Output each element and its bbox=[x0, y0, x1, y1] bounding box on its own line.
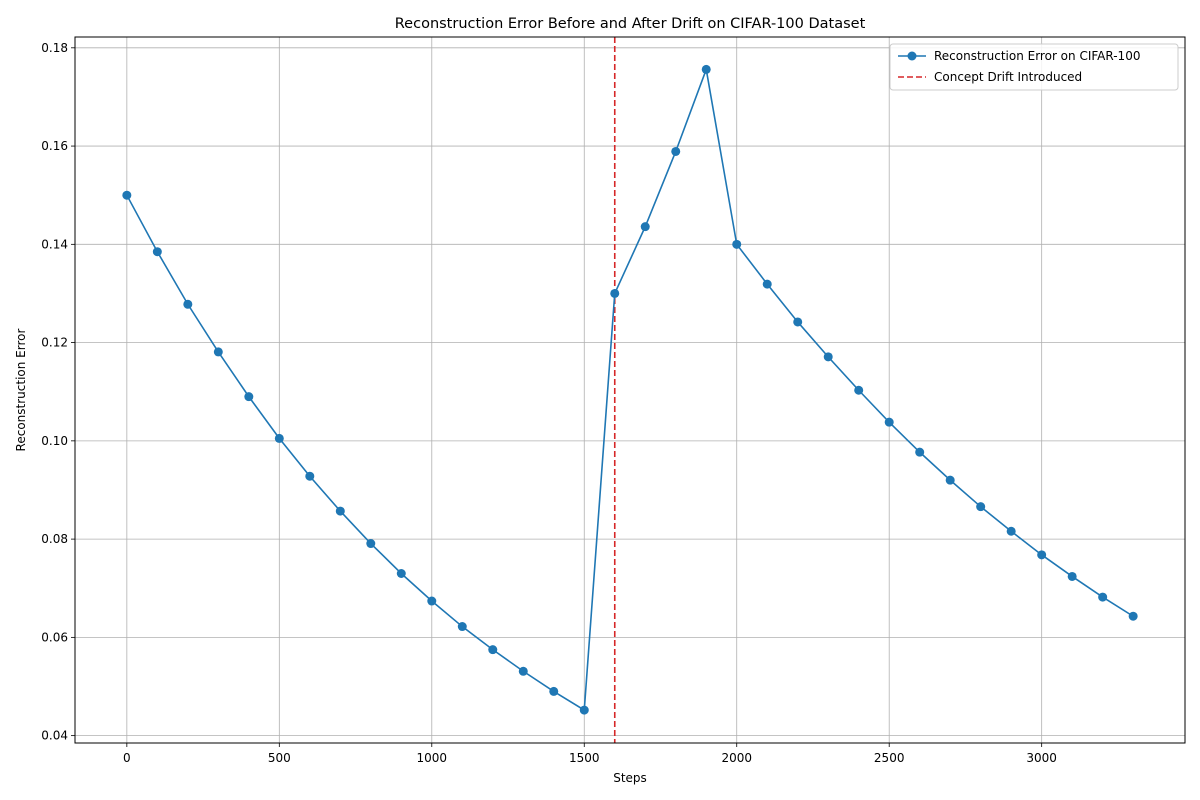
legend-box bbox=[889, 43, 1179, 91]
y-tick-label: 0.14 bbox=[41, 237, 68, 251]
data-point bbox=[518, 666, 528, 676]
data-point bbox=[701, 64, 711, 74]
data-point bbox=[671, 146, 681, 156]
data-point bbox=[1067, 571, 1077, 581]
data-point bbox=[1006, 526, 1016, 536]
data-point bbox=[915, 447, 925, 457]
data-point bbox=[823, 352, 833, 362]
y-tick-label: 0.06 bbox=[41, 630, 68, 644]
data-point bbox=[945, 475, 955, 485]
data-point bbox=[610, 288, 620, 298]
y-axis: 0.04 0.06 0.08 0.10 0.12 0.14 0.16 0.18 bbox=[41, 41, 75, 743]
data-point bbox=[122, 190, 132, 200]
data-point bbox=[305, 471, 315, 481]
plot-frame bbox=[74, 36, 1186, 744]
data-point bbox=[1128, 611, 1138, 621]
x-tick-label: 1000 bbox=[417, 751, 448, 765]
legend-marker-series bbox=[907, 51, 917, 61]
data-point bbox=[488, 645, 498, 655]
x-tick-label: 0 bbox=[123, 751, 131, 765]
data-point bbox=[244, 392, 254, 402]
legend: Reconstruction Error on CIFAR-100 Concep… bbox=[889, 43, 1179, 91]
data-point bbox=[884, 417, 894, 427]
data-point bbox=[640, 222, 650, 232]
x-axis-label: Steps bbox=[613, 771, 647, 785]
y-tick-label: 0.18 bbox=[41, 41, 68, 55]
data-point bbox=[854, 385, 864, 395]
x-tick-label: 1500 bbox=[569, 751, 600, 765]
y-tick-label: 0.12 bbox=[41, 336, 68, 350]
data-point bbox=[183, 299, 193, 309]
data-point bbox=[1037, 550, 1047, 560]
plot-background bbox=[75, 37, 1185, 743]
x-tick-label: 2000 bbox=[721, 751, 752, 765]
y-tick-label: 0.10 bbox=[41, 434, 68, 448]
data-point bbox=[213, 347, 223, 357]
data-point bbox=[549, 686, 559, 696]
data-point bbox=[732, 239, 742, 249]
x-tick-label: 3000 bbox=[1026, 751, 1057, 765]
data-point bbox=[579, 705, 589, 715]
y-tick-label: 0.04 bbox=[41, 729, 68, 743]
legend-entry-series: Reconstruction Error on CIFAR-100 bbox=[934, 49, 1140, 63]
data-point bbox=[427, 596, 437, 606]
series-line bbox=[126, 66, 1134, 712]
data-point bbox=[793, 317, 803, 327]
series-layer bbox=[122, 64, 1138, 715]
legend-entry-drift: Concept Drift Introduced bbox=[934, 70, 1082, 84]
data-point bbox=[396, 569, 406, 579]
x-axis: 0 500 1000 1500 2000 2500 3000 bbox=[123, 743, 1057, 765]
grid bbox=[75, 37, 1185, 743]
data-point bbox=[1098, 592, 1108, 602]
data-point bbox=[762, 279, 772, 289]
y-axis-label: Reconstruction Error bbox=[14, 329, 28, 452]
x-tick-label: 2500 bbox=[874, 751, 905, 765]
chart-title: Reconstruction Error Before and After Dr… bbox=[395, 16, 866, 32]
y-tick-label: 0.08 bbox=[41, 532, 68, 546]
y-tick-label: 0.16 bbox=[41, 139, 68, 153]
data-point bbox=[274, 433, 284, 443]
data-point bbox=[152, 247, 162, 257]
data-point bbox=[457, 622, 467, 632]
x-tick-label: 500 bbox=[268, 751, 291, 765]
data-point bbox=[366, 539, 376, 549]
data-point bbox=[335, 506, 345, 516]
data-point bbox=[976, 502, 986, 512]
